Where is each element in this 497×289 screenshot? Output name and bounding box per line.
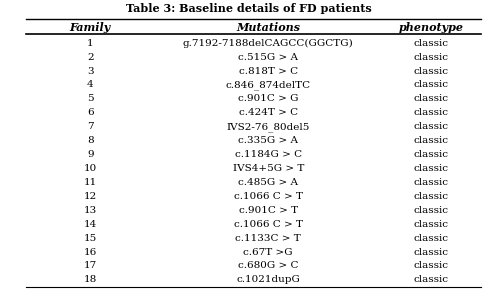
Text: classic: classic (414, 39, 449, 48)
Text: 12: 12 (83, 192, 97, 201)
Text: g.7192-7188delCAGCC(GGCTG): g.7192-7188delCAGCC(GGCTG) (183, 39, 354, 48)
Text: c.485G > A: c.485G > A (238, 178, 298, 187)
Text: 2: 2 (87, 53, 93, 62)
Text: 10: 10 (83, 164, 97, 173)
Text: classic: classic (414, 178, 449, 187)
Text: 1: 1 (87, 39, 93, 48)
Text: classic: classic (414, 192, 449, 201)
Text: classic: classic (414, 164, 449, 173)
Text: c.515G > A: c.515G > A (238, 53, 298, 62)
Text: c.818T > C: c.818T > C (239, 66, 298, 75)
Text: c.67T >G: c.67T >G (244, 247, 293, 257)
Text: classic: classic (414, 66, 449, 75)
Text: 7: 7 (87, 122, 93, 131)
Text: c.424T > C: c.424T > C (239, 108, 298, 117)
Text: classic: classic (414, 80, 449, 89)
Text: 18: 18 (83, 275, 97, 284)
Text: IVS2-76_80del5: IVS2-76_80del5 (227, 122, 310, 131)
Text: classic: classic (414, 95, 449, 103)
Text: c.1066 C > T: c.1066 C > T (234, 192, 303, 201)
Text: 15: 15 (83, 234, 97, 242)
Text: classic: classic (414, 122, 449, 131)
Text: classic: classic (414, 206, 449, 215)
Text: c.1066 C > T: c.1066 C > T (234, 220, 303, 229)
Text: classic: classic (414, 262, 449, 271)
Text: classic: classic (414, 108, 449, 117)
Text: c.680G > C: c.680G > C (238, 262, 299, 271)
Text: c.335G > A: c.335G > A (238, 136, 298, 145)
Text: IVS4+5G > T: IVS4+5G > T (233, 164, 304, 173)
Text: c.846_874delTC: c.846_874delTC (226, 80, 311, 90)
Text: 11: 11 (83, 178, 97, 187)
Text: classic: classic (414, 136, 449, 145)
Text: 4: 4 (87, 80, 93, 89)
Text: classic: classic (414, 247, 449, 257)
Text: classic: classic (414, 234, 449, 242)
Text: 17: 17 (83, 262, 97, 271)
Text: 14: 14 (83, 220, 97, 229)
Text: c.1021dupG: c.1021dupG (237, 275, 300, 284)
Text: classic: classic (414, 150, 449, 159)
Text: Family: Family (70, 22, 111, 33)
Text: 5: 5 (87, 95, 93, 103)
Text: Table 3: Baseline details of FD patients: Table 3: Baseline details of FD patients (126, 3, 371, 14)
Text: classic: classic (414, 275, 449, 284)
Text: phenotype: phenotype (399, 22, 464, 33)
Text: 3: 3 (87, 66, 93, 75)
Text: classic: classic (414, 53, 449, 62)
Text: 9: 9 (87, 150, 93, 159)
Text: c.901C > T: c.901C > T (239, 206, 298, 215)
Text: 16: 16 (83, 247, 97, 257)
Text: c.901C > G: c.901C > G (238, 95, 299, 103)
Text: 13: 13 (83, 206, 97, 215)
Text: c.1133C > T: c.1133C > T (236, 234, 301, 242)
Text: 8: 8 (87, 136, 93, 145)
Text: Mutations: Mutations (236, 22, 300, 33)
Text: classic: classic (414, 220, 449, 229)
Text: c.1184G > C: c.1184G > C (235, 150, 302, 159)
Text: 6: 6 (87, 108, 93, 117)
